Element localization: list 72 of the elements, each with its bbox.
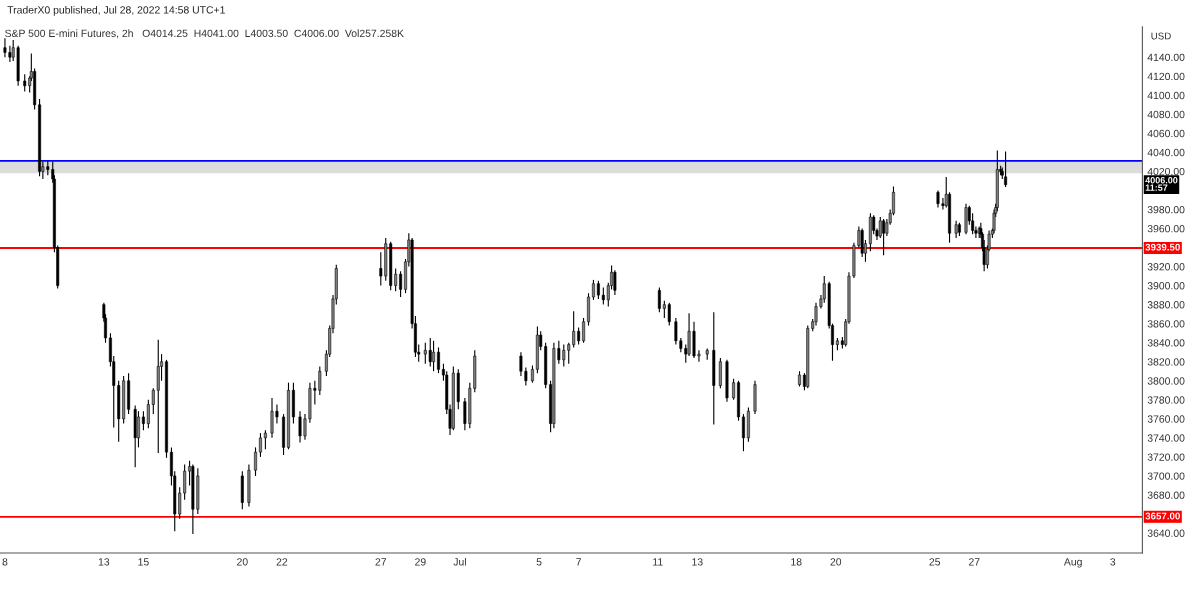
x-tick-label: 25 <box>929 558 941 566</box>
x-tick-label: 13 <box>692 558 703 566</box>
candlestick <box>613 269 617 296</box>
candlestick <box>860 227 864 258</box>
x-tick-label: 20 <box>830 558 842 566</box>
candlestick <box>432 340 436 372</box>
candlestick <box>596 280 600 300</box>
y-tick-label: 4100.00 <box>1147 91 1185 100</box>
candlestick <box>287 382 290 450</box>
candlestick <box>137 410 140 448</box>
y-tick-label: 3960.00 <box>1147 224 1185 233</box>
candlestick <box>798 370 801 388</box>
y-tick-label: 4020.00 <box>1147 167 1185 176</box>
candlestick <box>591 279 595 301</box>
candlestick <box>399 270 403 298</box>
candlestick <box>587 292 590 327</box>
y-tick-label: 4060.00 <box>1147 129 1185 138</box>
x-tick-label: 5 <box>536 558 542 566</box>
y-tick-label: 3860.00 <box>1147 320 1185 328</box>
y-tick-label: 3840.00 <box>1147 339 1185 347</box>
text: 4006.00 11:57 <box>1145 177 1178 191</box>
candlestick <box>165 359 168 459</box>
x-tick-label: 20 <box>237 558 248 566</box>
y-tick-label: 3740.00 <box>1147 434 1185 442</box>
y-tick-label: 3700.00 <box>1147 472 1185 480</box>
x-tick-label: 3 <box>1110 558 1116 566</box>
x-tick-label: 29 <box>415 558 426 566</box>
ref-line-label: 3657.00 <box>1145 512 1180 520</box>
y-tick-label: 4080.00 <box>1147 110 1185 119</box>
y-tick-label: 3880.00 <box>1147 301 1185 309</box>
x-tick-label: 22 <box>276 558 288 566</box>
candlestick <box>657 286 661 313</box>
y-tick-label: 3640.00 <box>1147 529 1185 537</box>
candlestick <box>141 410 145 431</box>
candlestick <box>742 413 745 452</box>
candlestick <box>718 357 722 389</box>
y-tick-label: 4140.00 <box>1147 53 1185 62</box>
x-tick-label: 11 <box>653 558 663 566</box>
candlestick <box>258 432 262 458</box>
y-tick-label: 3720.00 <box>1147 453 1185 461</box>
y-axis-title: USD <box>1151 32 1171 40</box>
x-tick-label: 18 <box>791 558 802 566</box>
text: TraderX0 published, Jul 28, 2022 14:58 UTC+1 <box>7 5 225 16</box>
y-tick-label: 3780.00 <box>1147 396 1185 404</box>
x-tick-label: Aug <box>1063 558 1082 568</box>
x-tick-label: 15 <box>138 558 149 566</box>
candlestick <box>3 37 7 58</box>
y-tick-label: 4120.00 <box>1147 72 1185 81</box>
ref-line-label: 3939.50 <box>1145 243 1180 251</box>
candlestick <box>582 317 586 344</box>
chart-title: S&P 500 E-mini Futures, 2h O4014.25 H4041.00 L4003.50 C4006.00 Vol257.258K <box>5 29 404 39</box>
y-tick-label: 3680.00 <box>1147 491 1185 499</box>
candlestick <box>263 429 267 450</box>
candlestick <box>437 346 440 374</box>
candlestick <box>737 380 740 422</box>
x-tick-label: 7 <box>576 558 581 566</box>
y-tick-label: 3820.00 <box>1147 358 1185 366</box>
y-tick-label: 4040.00 <box>1147 148 1185 157</box>
x-tick-label: Jul <box>453 557 466 566</box>
y-tick-label: 3980.00 <box>1147 205 1185 214</box>
x-tick-label: 8 <box>2 558 8 566</box>
y-tick-label: 3800.00 <box>1147 377 1185 385</box>
candlestick <box>254 446 257 477</box>
y-tick-label: 3920.00 <box>1147 263 1185 271</box>
candlestick <box>732 378 736 401</box>
candlestick <box>667 302 671 327</box>
x-tick-label: 13 <box>98 558 110 566</box>
x-tick-label: 27 <box>968 558 980 566</box>
y-tick-label: 3760.00 <box>1147 415 1185 423</box>
candlestick <box>1004 150 1008 188</box>
y-tick-label: 3900.00 <box>1147 282 1185 290</box>
x-tick-label: 27 <box>375 558 387 566</box>
